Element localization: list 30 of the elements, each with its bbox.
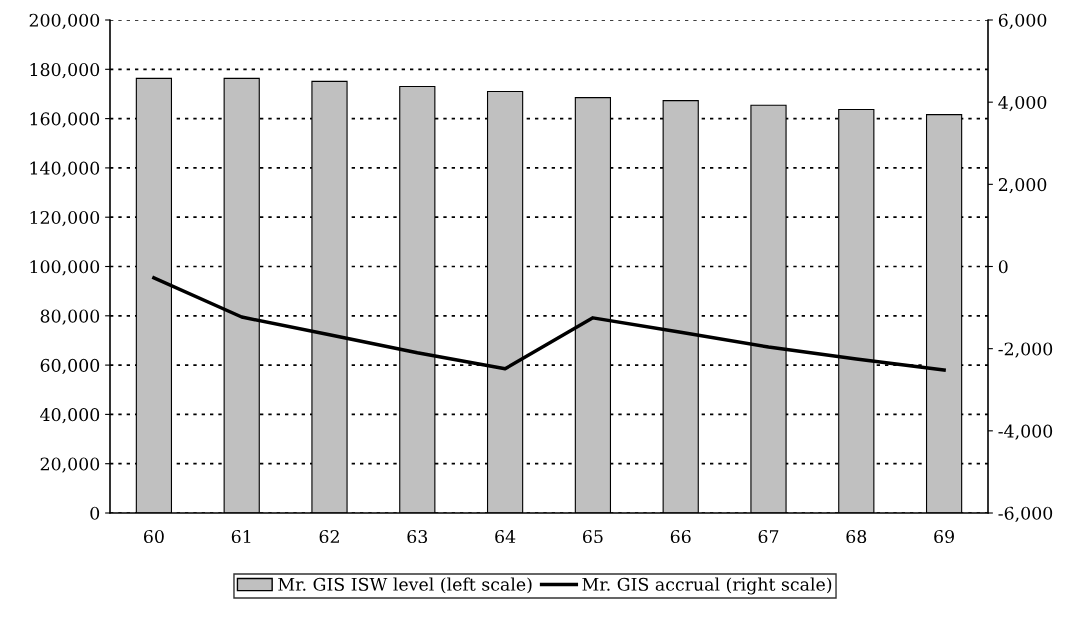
y2-tick-label: 4,000 xyxy=(998,95,1047,112)
y-tick-label: 140,000 xyxy=(30,161,100,177)
legend-label: Mr. GIS accrual (right scale) xyxy=(582,577,832,595)
y-tick-label: 60,000 xyxy=(40,358,100,375)
x-tick-label: 65 xyxy=(583,529,603,544)
legend-label: Mr. GIS ISW level (left scale) xyxy=(278,577,532,594)
y-tick-label: 20,000 xyxy=(40,457,100,473)
y-tick-label: 160,000 xyxy=(30,112,100,128)
y-tick-label: 100,000 xyxy=(30,260,100,276)
y-tick-label: 40,000 xyxy=(40,408,100,424)
y-tick-label: 200,000 xyxy=(29,13,100,29)
x-tick-label: 67 xyxy=(758,529,779,544)
y2-tick-label: -4,000 xyxy=(998,424,1053,440)
x-tick-label: 68 xyxy=(846,529,867,544)
x-tick-label: 64 xyxy=(495,529,516,544)
x-tick-label: 63 xyxy=(407,529,428,544)
y-tick-label: 80,000 xyxy=(40,309,100,325)
x-tick-label: 61 xyxy=(231,529,251,544)
y2-tick-label: -6,000 xyxy=(998,506,1053,522)
x-tick-label: 60 xyxy=(144,529,164,544)
x-tick-label: 69 xyxy=(934,529,954,544)
x-tick-label: 62 xyxy=(319,529,339,544)
y-tick-label: 0 xyxy=(90,506,100,520)
y-tick-label: 180,000 xyxy=(30,63,100,79)
x-tick-label: 66 xyxy=(670,529,691,544)
y2-tick-label: -2,000 xyxy=(998,342,1053,358)
y-tick-label: 120,000 xyxy=(30,210,100,227)
y2-tick-label: 2,000 xyxy=(998,178,1047,194)
y2-tick-label: 6,000 xyxy=(998,13,1047,29)
y2-tick-label: 0 xyxy=(998,260,1008,274)
